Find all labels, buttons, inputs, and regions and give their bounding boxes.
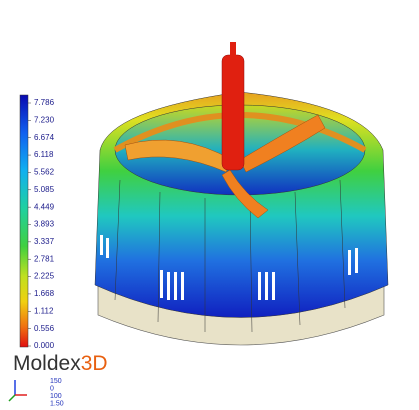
color-bar [19, 94, 29, 348]
legend-label: 6.118 [34, 150, 54, 159]
legend-label: 2.225 [34, 272, 55, 281]
legend-label: 0.000 [34, 341, 55, 350]
legend-label: 3.893 [34, 220, 55, 229]
info-value: 1.50 [50, 400, 64, 407]
logo-accent: 3D [81, 352, 108, 375]
logo-text: Moldex [13, 352, 81, 375]
info-value: 100 [50, 393, 62, 400]
logo: Moldex3D [13, 352, 108, 375]
legend-label: 6.674 [34, 133, 55, 142]
axis-icon [8, 380, 27, 402]
legend-label: 3.337 [34, 237, 55, 246]
model [94, 42, 389, 346]
legend-label: 5.562 [34, 168, 55, 177]
legend-label: 7.230 [34, 115, 55, 124]
legend-label: 1.112 [34, 306, 54, 315]
legend-label: 7.786 [34, 98, 55, 107]
legend-label: 5.085 [34, 185, 55, 194]
legend-label: 0.556 [34, 324, 55, 333]
legend-label: 1.668 [34, 289, 55, 298]
legend: 7.786 7.230 6.674 6.118 5.562 5.085 4.449 3.893… [28, 98, 55, 350]
info-value: 0 [50, 385, 54, 392]
legend-label: 4.449 [34, 202, 55, 211]
legend-label: 2.781 [34, 254, 55, 263]
info-value: 150 [50, 378, 62, 385]
